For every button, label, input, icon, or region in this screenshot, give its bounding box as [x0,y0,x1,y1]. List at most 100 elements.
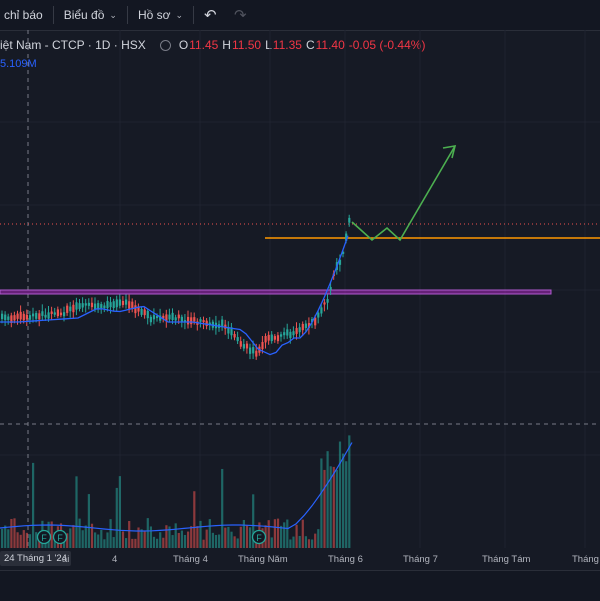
volume-bar [283,522,286,548]
volume-bar [50,521,53,548]
volume-bar [227,526,230,548]
candle [50,311,53,314]
chart-menu-button[interactable]: Biểu đồ ⌄ [64,0,117,30]
volume-bar [320,458,323,548]
volume-bar [249,527,252,548]
candle [304,323,307,329]
candle [4,314,7,321]
volume-bar [292,536,295,548]
candle [292,331,295,336]
candle [66,305,69,313]
candle [183,320,187,323]
time-axis-label: Tháng [572,554,599,565]
candle [22,313,25,321]
chevron-down-icon: ⌄ [109,9,117,20]
volume-bar [214,534,218,548]
price-chart[interactable]: F F F [0,0,600,548]
volume-bar [196,526,199,548]
toolbar-divider [126,6,128,24]
volume-bar [156,538,159,548]
volume-bar [78,518,81,548]
candle [242,344,245,349]
volume-bar [270,537,273,548]
support-band [0,289,552,295]
profile-menu-button[interactable]: Hồ sơ ⌄ [138,0,183,30]
candle [84,303,87,306]
candle [323,302,326,305]
indicators-label: chỉ báo [4,8,43,22]
symbol-title[interactable]: iệt Nam - CTCP · 1D · HSX [0,38,146,52]
candle [165,314,168,322]
volume-bar [345,461,348,548]
candle [298,327,301,333]
volume-bar [13,518,16,548]
high-label: H [222,38,231,52]
redo-icon[interactable]: ↷ [234,7,247,24]
volume-bar [286,519,289,548]
toolbar-divider [52,6,54,24]
candle [171,312,174,321]
volume-bar [22,530,25,548]
candle [44,314,47,318]
volume-bar [342,453,345,548]
volume-bar [177,532,180,548]
crosshair-date-label: 24 Tháng 1 '24 [0,551,71,566]
candle [159,315,162,321]
candle [345,233,348,241]
candle [75,302,78,310]
volume-bar [137,527,140,548]
event-marker-icon [251,529,267,545]
volume-bar [298,535,301,548]
eye-icon[interactable] [159,39,171,51]
candle [131,301,134,310]
volume-bar [332,466,335,548]
chart-grid [0,30,600,548]
candle [19,311,22,320]
volume-bar [338,441,342,548]
candle [118,299,121,306]
volume-bar [7,529,10,548]
volume-bar [75,476,78,548]
indicators-button[interactable]: chỉ báo [0,0,43,30]
candle [59,312,63,316]
volume-bar [187,531,190,548]
candle [149,316,152,323]
candle [208,322,211,325]
volume-bar [100,529,103,548]
undo-icon[interactable]: ↶ [204,7,217,24]
candle [267,334,270,341]
time-axis-label: Tháng 4 [173,554,208,565]
candle [187,316,190,325]
candle [10,315,13,324]
volume-bar [19,534,22,548]
time-axis-label: ai [62,554,70,565]
event-marker-icon [52,529,68,545]
time-axis-label: 4 [112,554,118,565]
chart-menu-label: Biểu đồ [63,8,105,22]
volume-bar [295,524,298,548]
volume-bar [323,469,326,548]
candle [295,328,298,334]
candle [28,315,32,320]
candle [7,316,10,320]
moving-average-line [0,235,349,356]
volume-bar [199,520,202,548]
volume-bar [242,519,245,548]
candle [69,306,72,312]
time-axis: 24 Tháng 1 '24 ai 4 Tháng 4 Tháng Năm Th… [0,548,600,570]
volume-bar [94,532,97,548]
candle [342,251,345,254]
candle [156,315,159,319]
candle [270,334,273,342]
candle [338,259,342,265]
volume-bar [224,527,227,548]
candle [190,317,193,325]
candle [56,309,59,317]
volume-bar [180,530,183,548]
candle [202,320,205,323]
volume-bar [171,535,174,548]
time-axis-label: Tháng Tám [482,554,531,565]
volume-bar [311,539,314,548]
projection-arrow [351,145,456,242]
candle [63,312,66,317]
